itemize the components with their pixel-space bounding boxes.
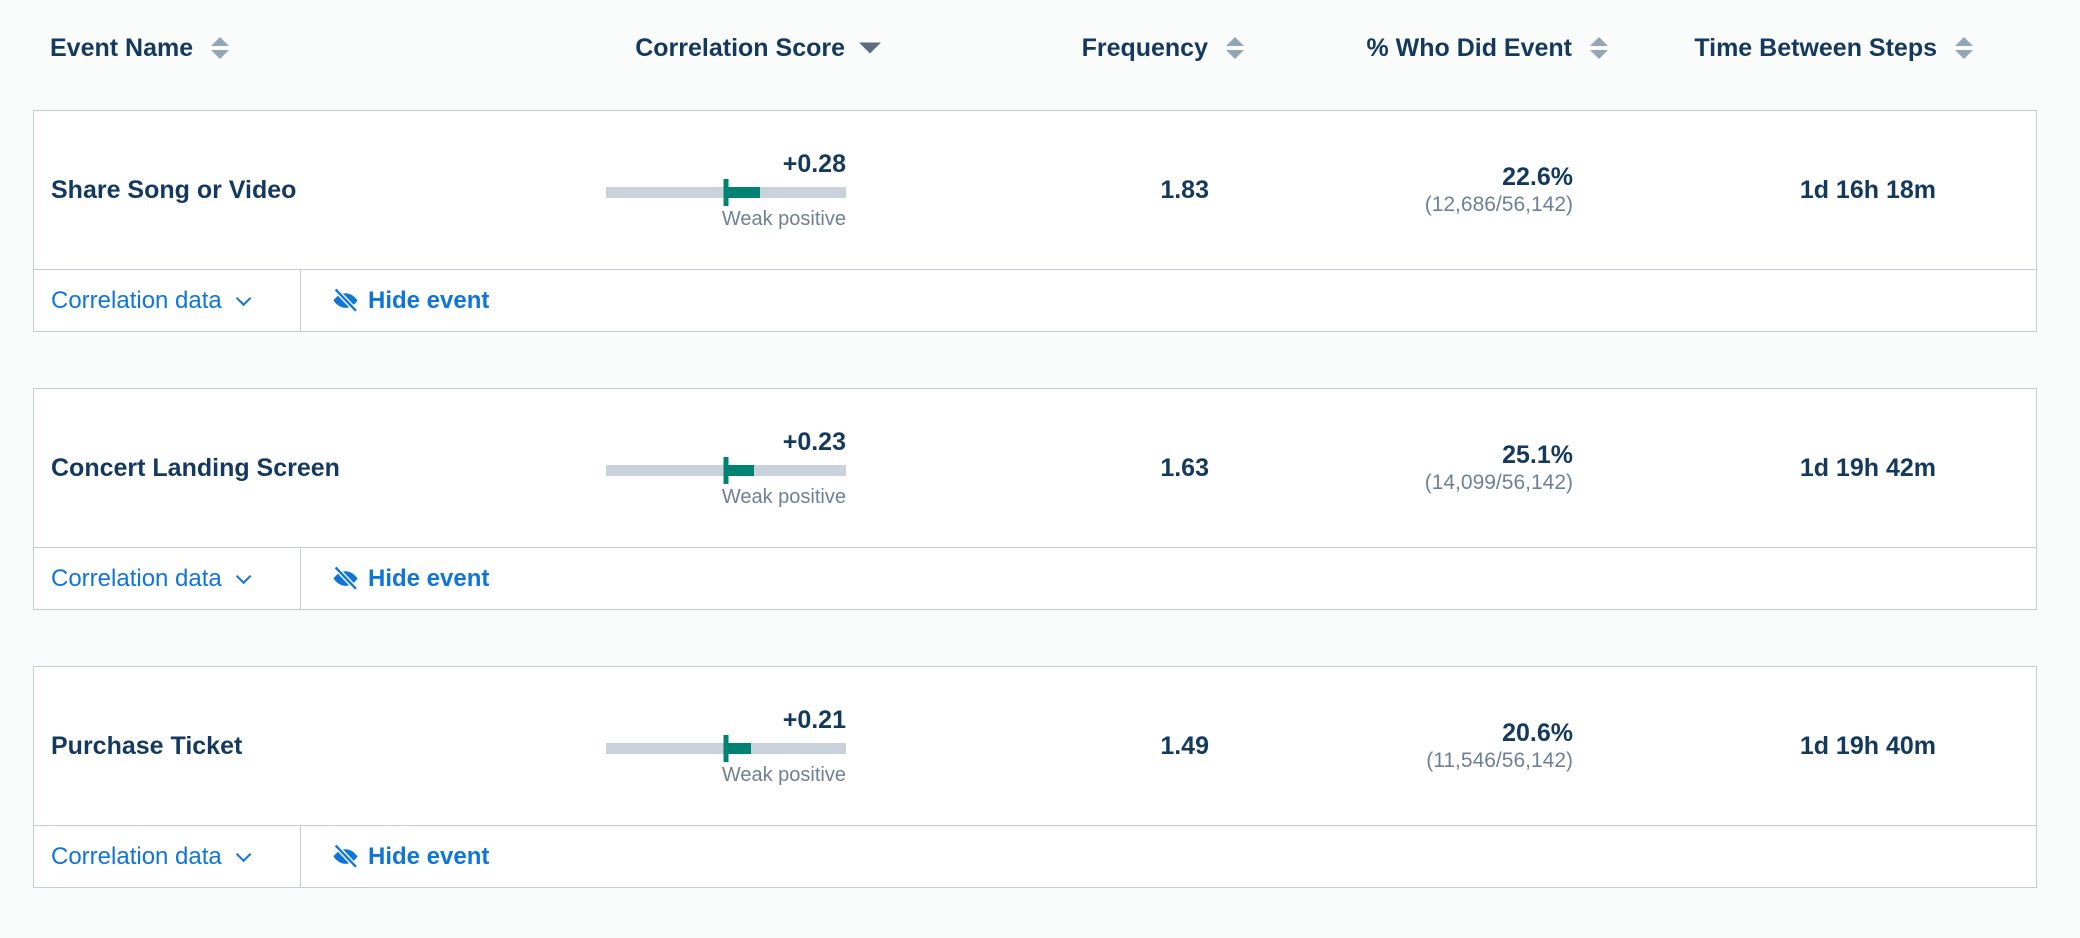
correlation-data-label: Correlation data — [51, 286, 222, 314]
eye-slash-icon — [333, 843, 358, 869]
sort-arrows-icon[interactable] — [1955, 37, 1973, 59]
event-card-footer: Correlation data Hide event — [34, 547, 2036, 609]
chevron-down-icon — [235, 568, 252, 585]
correlation-data-button[interactable]: Correlation data — [34, 548, 301, 609]
correlation-data-label: Correlation data — [51, 564, 222, 592]
correlation-data-label: Correlation data — [51, 842, 222, 870]
column-header-label: Correlation Score — [635, 33, 845, 62]
correlation-bar-center-tick — [723, 735, 729, 762]
pct-who-did-cell: 22.6% (12,686/56,142) — [1226, 162, 1590, 218]
correlation-score-value: +0.23 — [782, 428, 846, 456]
hide-event-label: Hide event — [368, 564, 490, 592]
hide-event-cell: Hide event — [301, 270, 489, 331]
correlation-bar-track — [606, 735, 846, 762]
pct-who-did-value: 22.6% — [1502, 163, 1573, 191]
event-card-footer: Correlation data Hide event — [34, 825, 2036, 887]
column-header-label: % Who Did Event — [1366, 33, 1572, 62]
correlation-score-cell: +0.21 Weak positive — [606, 706, 856, 786]
pct-who-did-fraction: (11,546/56,142) — [1426, 749, 1573, 772]
table-header-row: Event Name Correlation Score Frequency %… — [33, 0, 2037, 110]
column-header-event-name[interactable]: Event Name — [33, 34, 605, 63]
hide-event-label: Hide event — [368, 842, 490, 870]
correlation-bar-fill — [726, 743, 752, 754]
correlation-score-cell: +0.28 Weak positive — [606, 150, 856, 230]
correlation-score-cell: +0.23 Weak positive — [606, 428, 856, 508]
chevron-down-icon — [235, 846, 252, 863]
correlation-strength-label: Weak positive — [721, 208, 846, 230]
sort-arrows-icon[interactable] — [211, 37, 230, 59]
time-between-value: 1d 19h 42m — [1799, 453, 1936, 482]
column-header-label: Event Name — [50, 33, 194, 62]
chevron-down-icon — [235, 290, 252, 307]
column-header-time-between[interactable]: Time Between Steps — [1589, 34, 2037, 63]
correlation-data-button[interactable]: Correlation data — [34, 270, 301, 331]
pct-who-did-fraction: (14,099/56,142) — [1424, 471, 1573, 494]
pct-who-did-value: 25.1% — [1502, 441, 1573, 469]
event-row: Purchase Ticket +0.21 Weak positive 1.49… — [34, 667, 2036, 825]
event-row: Concert Landing Screen +0.23 Weak positi… — [34, 389, 2036, 547]
frequency-value: 1.83 — [1160, 175, 1209, 204]
column-header-label: Time Between Steps — [1694, 33, 1937, 62]
event-card: Purchase Ticket +0.21 Weak positive 1.49… — [33, 666, 2037, 888]
sort-arrows-icon[interactable] — [1226, 37, 1244, 59]
column-header-correlation-score[interactable]: Correlation Score — [605, 33, 881, 63]
hide-event-label: Hide event — [368, 286, 490, 314]
pct-who-did-cell: 20.6% (11,546/56,142) — [1226, 718, 1590, 774]
correlation-data-button[interactable]: Correlation data — [34, 826, 301, 887]
hide-event-button[interactable]: Hide event — [332, 843, 489, 871]
frequency-value: 1.49 — [1160, 731, 1209, 760]
hide-event-button[interactable]: Hide event — [332, 287, 489, 315]
pct-who-did-fraction: (12,686/56,142) — [1424, 193, 1573, 216]
eye-slash-icon — [333, 287, 358, 313]
event-card-footer: Correlation data Hide event — [34, 269, 2036, 331]
sort-arrows-icon[interactable] — [1590, 37, 1608, 59]
eye-slash-icon — [333, 565, 358, 591]
event-name: Purchase Ticket — [51, 731, 243, 760]
pct-who-did-cell: 25.1% (14,099/56,142) — [1226, 440, 1590, 496]
correlation-bar-center-tick — [723, 179, 729, 206]
correlation-score-value: +0.28 — [782, 150, 846, 178]
event-card: Share Song or Video +0.28 Weak positive … — [33, 110, 2037, 332]
sort-desc-icon[interactable] — [859, 42, 881, 54]
correlation-strength-label: Weak positive — [721, 486, 846, 508]
correlation-bar-track — [606, 179, 846, 206]
time-between-value: 1d 19h 40m — [1799, 731, 1936, 760]
correlation-score-value: +0.21 — [782, 706, 846, 734]
correlation-bar-track — [606, 457, 846, 484]
correlation-bar-fill — [726, 187, 760, 198]
correlation-bar-fill — [726, 465, 754, 476]
event-row: Share Song or Video +0.28 Weak positive … — [34, 111, 2036, 269]
correlation-bar-center-tick — [723, 457, 729, 484]
column-header-pct-who-did[interactable]: % Who Did Event — [1225, 33, 1608, 63]
event-card: Concert Landing Screen +0.23 Weak positi… — [33, 388, 2037, 610]
event-name: Concert Landing Screen — [51, 453, 340, 482]
hide-event-cell: Hide event — [301, 548, 489, 609]
time-between-value: 1d 16h 18m — [1799, 175, 1936, 204]
pct-who-did-value: 20.6% — [1502, 719, 1573, 747]
correlation-strength-label: Weak positive — [721, 764, 846, 786]
hide-event-button[interactable]: Hide event — [332, 565, 489, 593]
hide-event-cell: Hide event — [301, 826, 489, 887]
column-header-label: Frequency — [1081, 33, 1208, 62]
event-name: Share Song or Video — [51, 175, 297, 204]
column-header-frequency[interactable]: Frequency — [855, 33, 1244, 63]
frequency-value: 1.63 — [1160, 453, 1209, 482]
